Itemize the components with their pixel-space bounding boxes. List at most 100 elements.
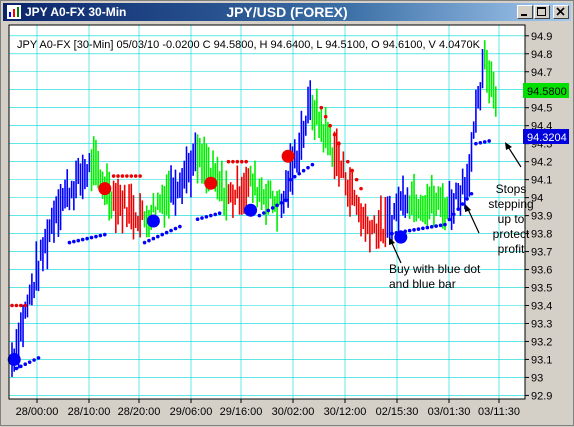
stop-dot bbox=[443, 222, 447, 227]
maximize-icon bbox=[537, 7, 546, 16]
stop-dot bbox=[129, 174, 134, 178]
stop-dot bbox=[297, 171, 301, 176]
stop-dot bbox=[345, 159, 350, 164]
stop-dot bbox=[487, 139, 491, 143]
stop-dot bbox=[482, 140, 487, 144]
stop-dot bbox=[262, 211, 266, 215]
stop-dot bbox=[350, 168, 355, 173]
stop-dot bbox=[27, 360, 32, 364]
minimize-button[interactable] bbox=[517, 5, 533, 19]
y-tick-label: 93.1 bbox=[531, 354, 552, 366]
x-tick-label: 03/11:30 bbox=[478, 406, 520, 418]
title-bar[interactable]: JPY A0-FX 30-Min JPY/USD (FOREX) bbox=[3, 3, 571, 21]
stop-dot bbox=[10, 303, 14, 308]
y-tick-label: 93.3 bbox=[531, 318, 552, 330]
sell-signal-dot bbox=[204, 176, 218, 190]
stop-dot bbox=[239, 159, 244, 164]
stop-dot bbox=[14, 303, 19, 308]
annotation-line: up to bbox=[498, 212, 525, 226]
stop-dot bbox=[138, 174, 142, 178]
y-tick-label: 93.7 bbox=[531, 247, 552, 259]
stops-arrow-2 bbox=[466, 206, 480, 234]
close-button[interactable] bbox=[553, 5, 569, 19]
stop-dot bbox=[465, 197, 469, 201]
window-title: JPY A0-FX 30-Min bbox=[25, 5, 127, 19]
y-tick-label: 94 bbox=[531, 193, 543, 205]
x-tick-label: 29/16:00 bbox=[220, 406, 263, 418]
annotation-line: profit bbox=[498, 242, 525, 256]
last-price-box bbox=[523, 83, 569, 98]
trailing-stop-dots bbox=[10, 105, 491, 371]
minimize-icon bbox=[521, 14, 527, 16]
stop-dot bbox=[416, 227, 421, 231]
stop-dot bbox=[178, 224, 182, 229]
stop-dot bbox=[460, 202, 465, 206]
stop-dot bbox=[80, 237, 85, 242]
stop-dot bbox=[474, 141, 478, 146]
annotation-line: stepping bbox=[488, 197, 533, 211]
stop-dot bbox=[14, 366, 19, 371]
stop-dot bbox=[72, 239, 76, 244]
stop-dot bbox=[19, 364, 23, 369]
y-tick-label: 94.7 bbox=[531, 67, 552, 79]
stop-dot bbox=[306, 165, 310, 170]
stop-dot bbox=[151, 236, 156, 241]
buy-signal-dot bbox=[244, 203, 258, 217]
y-axis: 92.9 93 93.1 93.2 93.3 93.4 93.5 93.6 93.7 93.8 93… bbox=[525, 31, 552, 402]
stop-dot bbox=[76, 238, 81, 243]
maximize-button[interactable] bbox=[534, 5, 550, 19]
chart-app-icon bbox=[7, 5, 21, 19]
y-tick-label: 92.9 bbox=[531, 390, 552, 402]
y-tick-label: 94.1 bbox=[531, 175, 552, 187]
stop-dot bbox=[337, 141, 341, 146]
gridlines bbox=[9, 25, 525, 399]
stop-dot bbox=[156, 234, 160, 239]
stops-arrow bbox=[506, 144, 522, 168]
signal-dots bbox=[7, 149, 408, 366]
annotation-line: protect bbox=[493, 227, 530, 241]
y-tick-label: 93.5 bbox=[531, 283, 552, 295]
stop-dot bbox=[111, 174, 116, 178]
stop-dot bbox=[288, 177, 293, 182]
stop-dot bbox=[434, 224, 438, 228]
plot-area bbox=[9, 25, 525, 399]
annotation-line: Stops bbox=[496, 182, 527, 196]
x-tick-label: 30/12:00 bbox=[324, 406, 367, 418]
y-tick-label: 94.9 bbox=[531, 31, 552, 43]
y-tick-label: 93.2 bbox=[531, 336, 552, 348]
stop-dot bbox=[36, 356, 41, 360]
stop-dot bbox=[147, 238, 151, 243]
stop-dot bbox=[209, 213, 213, 218]
y-tick-label: 93.6 bbox=[531, 265, 552, 277]
x-tick-label: 29/06:00 bbox=[170, 406, 213, 418]
plot-border bbox=[8, 24, 526, 400]
stop-dot bbox=[452, 212, 456, 217]
annotation-line: Buy with blue dot bbox=[389, 262, 481, 276]
stop-dot bbox=[438, 223, 443, 228]
stop-dot bbox=[89, 235, 94, 240]
y-tick-label: 93.9 bbox=[531, 211, 552, 223]
stop-dot bbox=[456, 207, 461, 211]
price-bars bbox=[11, 40, 497, 377]
y-tick-label: 93.8 bbox=[531, 229, 552, 241]
stop-dot bbox=[235, 159, 240, 164]
annotation-line: and blue bar bbox=[389, 277, 456, 291]
stop-dot bbox=[102, 232, 107, 237]
y-tick-label: 94.5 bbox=[531, 103, 552, 115]
buy-signal-dot bbox=[394, 230, 408, 244]
stop-dot bbox=[292, 174, 297, 179]
stop-dot bbox=[164, 230, 169, 235]
stop-dot bbox=[98, 233, 103, 238]
stop-dot bbox=[469, 191, 474, 196]
stop-price-box bbox=[523, 129, 569, 144]
x-tick-label: 28/00:00 bbox=[16, 406, 59, 418]
close-icon bbox=[556, 7, 565, 16]
stop-dot bbox=[332, 132, 337, 137]
stop-dot bbox=[425, 225, 430, 230]
stop-dot bbox=[270, 206, 275, 210]
stop-dot bbox=[23, 362, 28, 367]
stop-dot bbox=[116, 174, 120, 178]
x-tick-label: 28/10:00 bbox=[68, 406, 111, 418]
